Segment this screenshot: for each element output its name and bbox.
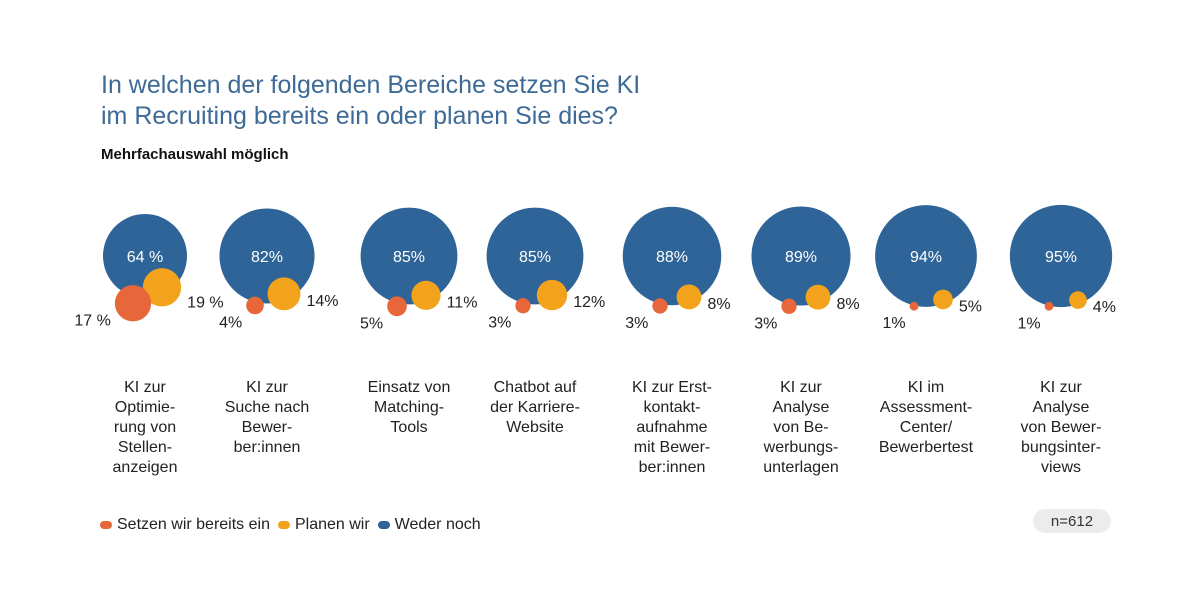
value-label-weder-5: 89% [785,249,817,266]
bubble-weder-4 [622,206,722,306]
value-label-weder-7: 95% [1045,249,1077,266]
category-label-5-line-1: Analyse [773,399,830,416]
category-label-3-line-0: Chatbot auf [494,379,577,396]
category-label-6-line-1: Assessment- [880,399,972,416]
value-label-planen-0: 19 % [187,294,223,311]
category-label-1-line-3: ber:innen [234,439,301,456]
value-label-planen-4: 8% [707,296,730,313]
legend-item-weder: Weder noch [377,516,481,534]
value-label-bereits-1: 4% [219,314,242,331]
bubble-planen-2 [411,280,441,310]
bubble-weder-5 [751,206,851,306]
category-label-4-line-0: KI zur Erst- [632,379,712,396]
bubble-planen-4 [676,284,702,310]
value-label-weder-6: 94% [910,249,942,266]
category-label-0-line-1: Optimie- [115,399,175,416]
bubble-bereits-0 [114,285,152,322]
category-label-3-line-1: der Karriere- [490,399,580,416]
category-label-3-line-2: Website [506,419,564,436]
category-label-5-line-4: unterlagen [763,459,839,476]
bubble-bereits-3 [515,298,531,314]
category-label-4-line-2: aufnahme [636,419,707,436]
value-label-weder-3: 85% [519,249,551,266]
bubble-planen-7 [1069,291,1087,309]
value-label-bereits-2: 5% [360,315,383,332]
legend: Setzen wir bereits ein Planen wir Weder … [100,516,489,534]
bubble-chart: 64 % 19 % 17 % KI zur Optimie-rung von Stelle… [74,204,1116,476]
bubble-bereits-7 [1044,301,1054,311]
chart-title-line-1: In welchen der folgenden Bereiche setzen… [101,71,641,99]
bubble-bereits-2 [387,296,407,317]
category-label-6-line-3: Bewerbertest [879,439,974,456]
bubble-planen-3 [536,279,568,311]
value-label-weder-1: 82% [251,249,283,266]
category-label-4-line-1: kontakt- [644,399,701,416]
category-label-7-line-0: KI zur [1040,379,1082,396]
bubble-planen-5 [805,284,831,310]
chart-title-line-2: im Recruiting bereits ein oder planen Si… [101,102,618,130]
legend-item-bereits: Setzen wir bereits ein [100,516,270,534]
value-label-bereits-7: 1% [1017,315,1040,332]
value-label-planen-3: 12% [573,294,605,311]
value-label-planen-2: 11% [447,294,478,311]
bubble-weder-2 [360,207,458,305]
category-label-2-line-2: Tools [390,419,427,436]
category-label-7-line-3: bungsinter- [1021,439,1101,456]
value-label-bereits-3: 3% [488,315,511,332]
legend-item-planen: Planen wir [277,516,370,534]
category-label-1-line-0: KI zur [246,379,288,396]
value-label-bereits-6: 1% [882,315,905,332]
value-label-planen-1: 14% [306,293,338,310]
category-label-7-line-4: views [1041,459,1081,476]
category-label-2-line-0: Einsatz von [368,379,451,396]
category-label-2-line-1: Matching- [374,399,444,416]
chart-subtitle: Mehrfachauswahl möglich [101,146,289,163]
category-label-5-line-3: werbungs- [763,439,839,456]
value-label-planen-7: 4% [1093,299,1116,316]
bubble-bereits-5 [781,298,797,314]
value-label-planen-5: 8% [836,296,859,313]
category-label-7-line-2: von Bewer- [1021,419,1102,436]
legend-label-weder: Weder noch [394,516,481,533]
bubble-planen-6 [933,289,953,310]
bubble-weder-3 [486,207,584,305]
legend-label-bereits: Setzen wir bereits ein [117,516,270,533]
legend-swatch-bereits [100,521,112,529]
bubble-planen-0 [142,268,182,307]
category-label-5-line-0: KI zur [780,379,822,396]
bubble-bereits-6 [909,301,919,311]
bubble-bereits-4 [652,298,668,314]
category-label-6-line-2: Center/ [900,419,953,436]
category-label-0-line-3: Stellen- [118,439,172,456]
bubble-planen-1 [267,277,301,311]
value-label-bereits-0: 17 % [74,312,110,329]
value-label-weder-2: 85% [393,249,425,266]
category-label-0-line-0: KI zur [124,379,166,396]
chart-title: In welchen der folgenden Bereiche setzen… [101,70,901,132]
value-label-weder-4: 88% [656,249,688,266]
bubble-bereits-1 [246,296,264,315]
category-label-4-line-3: mit Bewer- [634,439,710,456]
legend-label-planen: Planen wir [294,516,370,533]
category-label-7-line-1: Analyse [1033,399,1090,416]
bubble-weder-6 [875,205,977,307]
category-label-1-line-1: Suche nach [225,399,310,416]
value-label-weder-0: 64 % [127,249,163,266]
category-label-0-line-4: anzeigen [113,459,178,476]
sample-size-badge: n=612 [1033,509,1111,533]
category-label-5-line-2: von Be- [773,419,828,436]
value-label-bereits-4: 3% [625,315,648,332]
bubble-weder-7 [1009,204,1113,308]
category-label-4-line-4: ber:innen [639,459,706,476]
legend-swatch-weder [377,521,390,529]
category-label-0-line-2: rung von [114,419,176,436]
value-label-bereits-5: 3% [754,315,777,332]
category-label-1-line-2: Bewer- [242,419,293,436]
value-label-planen-6: 5% [959,298,982,315]
category-label-6-line-0: KI im [908,379,944,396]
legend-swatch-planen [277,521,290,529]
